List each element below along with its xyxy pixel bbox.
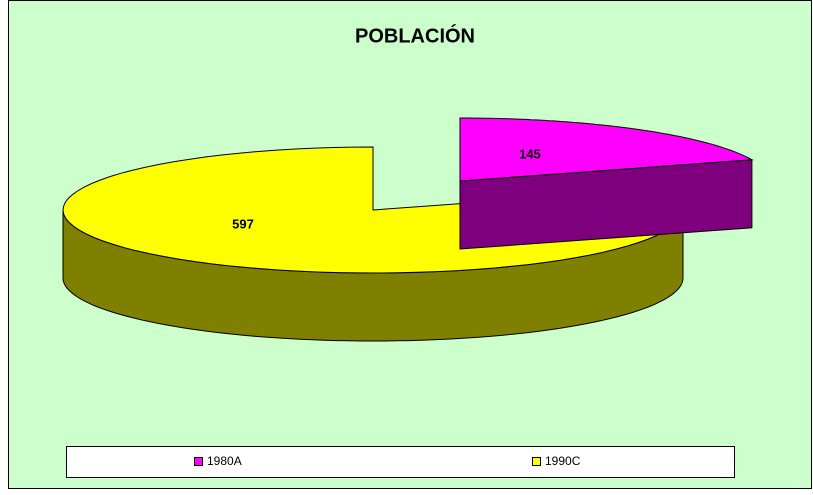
legend-label: 1990C [545, 454, 581, 468]
legend-items: 1980A 1990C [194, 454, 581, 468]
slice [459, 117, 754, 182]
chart-title: POBLACIÓN [355, 23, 475, 47]
pie: 597 145 [62, 117, 754, 342]
data-label: 597 [232, 216, 254, 231]
legend-label: 1980A [207, 454, 242, 468]
legend-swatch [194, 457, 203, 466]
legend-swatch [532, 457, 541, 466]
data-label: 145 [519, 146, 541, 161]
legend [66, 446, 735, 478]
